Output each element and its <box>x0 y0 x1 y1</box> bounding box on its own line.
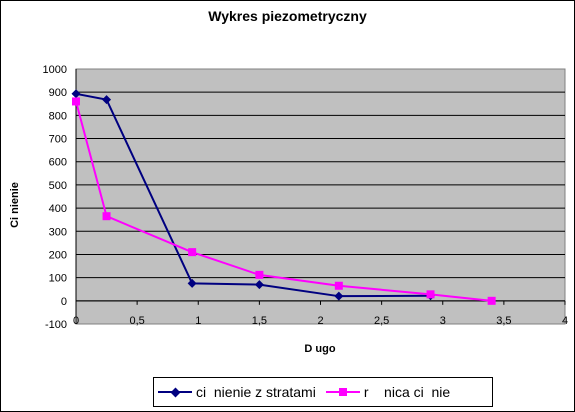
series-2-point-3 <box>255 270 264 279</box>
legend-key-series-1 <box>158 386 192 398</box>
y-tick-label-4: 300 <box>49 226 67 238</box>
y-tick-label-11: 1000 <box>43 64 67 76</box>
y-tick-label-7: 600 <box>49 157 67 169</box>
x-tick-labels: 0 0,5 1 1,5 2 2,5 3 3,5 4 <box>73 315 568 327</box>
y-tick-label-1: 0 <box>61 296 67 308</box>
x-tick-label-6: 3 <box>440 315 446 327</box>
series-1-point-2 <box>187 278 197 288</box>
y-tick-label-5: 400 <box>49 203 67 215</box>
x-tick-label-1: 0,5 <box>129 315 144 327</box>
series-2-point-4 <box>334 281 343 290</box>
series-1-line <box>75 92 431 298</box>
y-tick-label-6: 500 <box>49 180 67 192</box>
y-tick-label-10: 900 <box>49 87 67 99</box>
series-2-point-5 <box>426 290 435 299</box>
legend-item-series-1: ci nienie z stratami <box>158 384 316 400</box>
chart-title: Wykres piezometryczny <box>208 8 367 24</box>
legend-label-series-2: r nica ci nie <box>363 384 451 400</box>
series-1-point-3 <box>254 280 264 290</box>
series-2-point-1 <box>102 212 111 221</box>
x-tick-label-0: 0 <box>73 315 79 327</box>
series-2-point-0 <box>72 97 80 106</box>
x-tick-label-2: 1 <box>195 315 201 327</box>
y-tick-label-3: 200 <box>49 249 67 261</box>
y-tick-label-2: 100 <box>49 273 67 285</box>
x-tick-label-4: 2 <box>317 315 323 327</box>
series-1-point-1 <box>102 95 112 105</box>
y-tick-labels: -100 0 100 200 300 400 500 600 700 800 900 1000 <box>43 64 67 331</box>
plot-area <box>75 68 566 325</box>
series-layer <box>71 89 496 305</box>
series-2-point-6 <box>487 296 496 305</box>
y-tick-label-9: 800 <box>49 110 67 122</box>
y-tick-label-8: 700 <box>49 134 67 146</box>
series-2-point-2 <box>188 248 197 257</box>
legend-key-series-2 <box>325 386 360 398</box>
legend-item-series-2: r nica ci nie <box>325 384 451 400</box>
x-axis-label: D ugo <box>304 343 336 355</box>
x-tick-label-3: 1,5 <box>252 315 267 327</box>
x-tick-label-5: 2,5 <box>374 315 389 327</box>
legend-label-series-1: ci nienie z stratami <box>196 384 316 400</box>
x-tick-label-7: 3,5 <box>496 315 511 327</box>
legend: ci nienie z stratami r nica ci nie <box>153 377 493 407</box>
x-tick-label-8: 4 <box>562 315 568 327</box>
series-1-point-0 <box>71 89 81 99</box>
y-tick-label-0: -100 <box>45 319 67 331</box>
series-1-point-4 <box>334 291 344 301</box>
